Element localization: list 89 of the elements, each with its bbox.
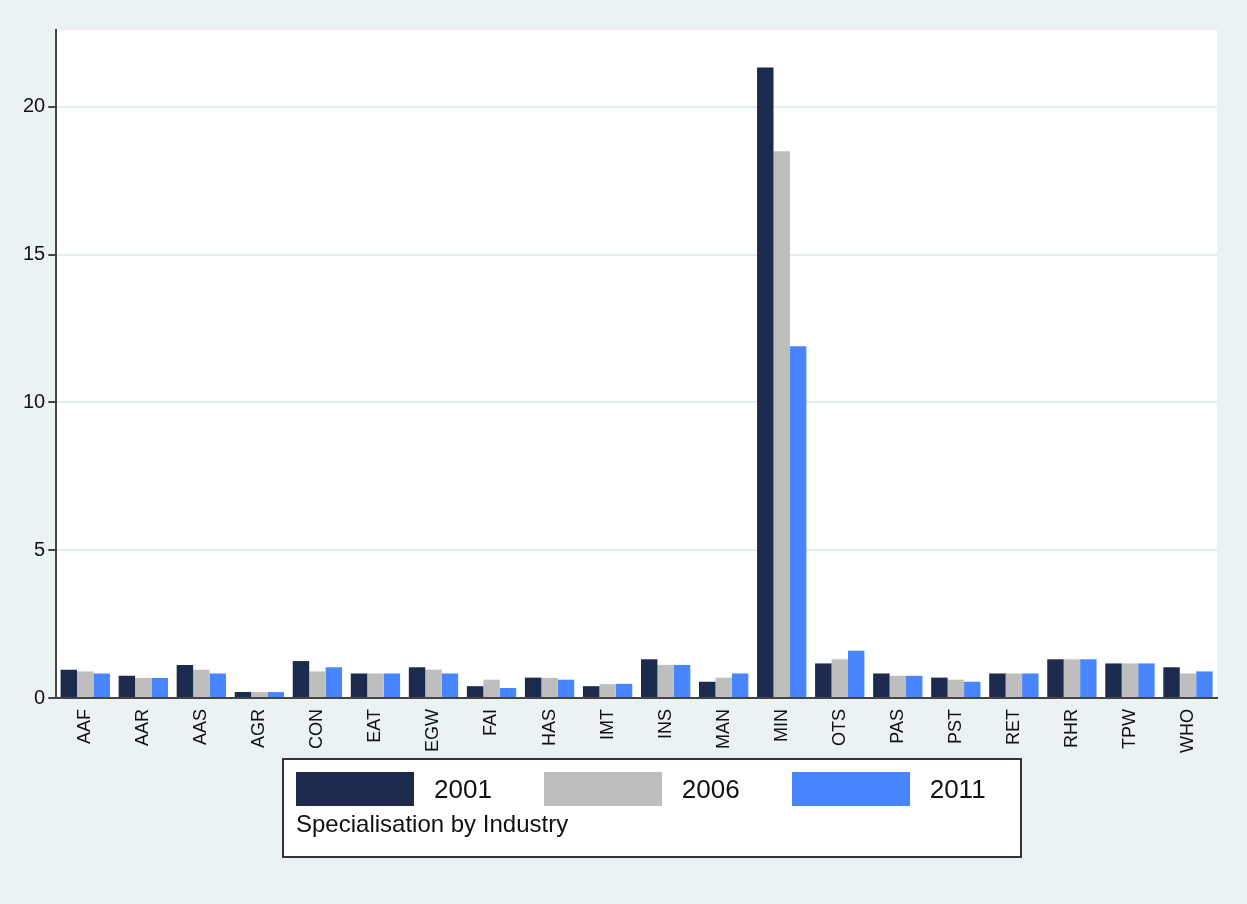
bar <box>118 675 136 698</box>
bar <box>699 681 716 698</box>
x-tick-label: FAI <box>480 709 501 737</box>
legend-title: Specialisation by Industry <box>296 810 570 838</box>
bar <box>1138 663 1155 698</box>
y-tick-label: 20 <box>23 94 46 117</box>
legend-label: 2001 <box>434 773 492 805</box>
bar <box>989 673 1006 698</box>
y-tick-label: 0 <box>34 685 46 708</box>
bar <box>615 683 633 698</box>
bar <box>947 679 965 698</box>
bar <box>847 650 865 698</box>
bar <box>773 151 790 698</box>
legend-label: 2011 <box>929 773 986 805</box>
x-tick-label: IMT <box>596 709 617 741</box>
bar <box>1080 659 1097 698</box>
bar <box>1196 671 1213 698</box>
bar <box>599 684 616 698</box>
bar <box>483 679 500 698</box>
bar <box>1179 673 1197 698</box>
bar <box>1163 667 1180 698</box>
x-tick-label: AAF <box>74 709 95 745</box>
x-tick-label: AAR <box>132 709 153 747</box>
bar <box>831 659 848 698</box>
bar <box>193 669 210 698</box>
x-tick-label: EGW <box>422 709 443 753</box>
bar <box>557 679 575 698</box>
bar <box>135 677 152 698</box>
bar <box>673 664 691 698</box>
bar <box>541 677 558 698</box>
bar <box>367 673 384 698</box>
x-tick-label: INS <box>654 709 675 740</box>
x-tick-label: MIN <box>770 709 791 743</box>
x-tick-label: PAS <box>886 709 907 744</box>
bar <box>1063 659 1081 698</box>
bar <box>731 673 749 698</box>
bar <box>234 692 252 698</box>
x-tick-label: MAN <box>712 709 733 750</box>
x-tick-label: CON <box>306 709 327 750</box>
x-tick-label: OTS <box>828 709 849 747</box>
bar <box>1121 663 1139 698</box>
bar <box>715 677 732 698</box>
x-tick-label: RET <box>1002 709 1023 746</box>
bar <box>889 675 907 698</box>
y-tick-label: 5 <box>34 537 46 560</box>
bar <box>1005 673 1023 698</box>
bar <box>499 687 517 698</box>
bar <box>815 663 832 698</box>
bar <box>176 664 194 698</box>
bar <box>524 677 542 698</box>
bar <box>1105 663 1122 698</box>
x-tick-label: EAT <box>364 709 385 743</box>
y-tick-label: 15 <box>23 242 46 265</box>
bar <box>408 667 426 698</box>
x-tick-label: AAS <box>190 709 211 746</box>
x-tick-label: WHO <box>1176 709 1197 754</box>
bar <box>425 669 442 698</box>
bar <box>757 67 774 698</box>
bar <box>582 686 600 698</box>
x-tick-label: AGR <box>248 709 269 749</box>
bar <box>309 671 326 698</box>
bar <box>931 677 948 698</box>
bar <box>964 681 981 698</box>
x-tick-label: PST <box>944 709 965 745</box>
bar <box>325 667 343 698</box>
x-tick-label: TPW <box>1118 709 1139 750</box>
bar <box>789 346 807 698</box>
bar <box>657 664 674 698</box>
bar <box>1022 673 1039 698</box>
x-tick-label: RHR <box>1060 709 1081 749</box>
bar <box>873 673 890 698</box>
legend-label: 2006 <box>681 773 740 805</box>
bar <box>1047 659 1064 698</box>
bar <box>151 677 168 698</box>
y-tick-label: 10 <box>23 389 46 412</box>
bar <box>383 673 401 698</box>
bar <box>267 692 285 698</box>
bar <box>466 686 484 698</box>
bar <box>292 661 310 698</box>
bar <box>209 673 227 698</box>
bar <box>906 675 923 698</box>
bar <box>350 673 368 698</box>
bar <box>441 673 459 698</box>
x-tick-label: HAS <box>538 709 559 747</box>
bar <box>77 671 94 698</box>
bar <box>93 673 110 698</box>
bar <box>640 659 658 698</box>
bar <box>251 692 268 698</box>
bar <box>60 669 78 698</box>
